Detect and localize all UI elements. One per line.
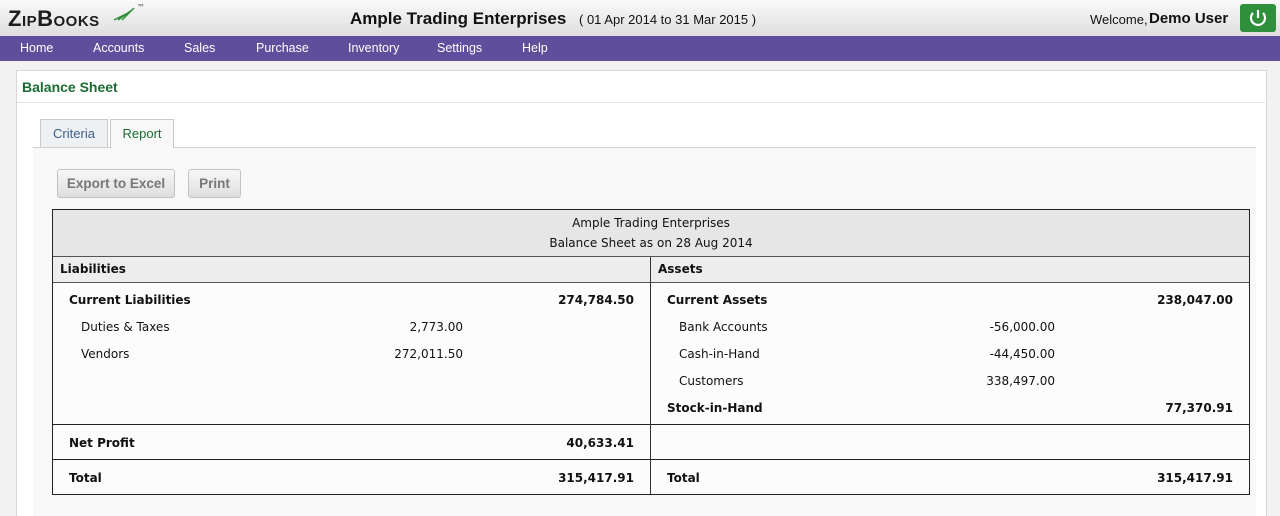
nav-item[interactable]: Sales: [184, 41, 216, 55]
item-name: Customers: [679, 374, 744, 388]
total-amount: 315,417.91: [1157, 471, 1233, 485]
page-title: Balance Sheet: [22, 79, 118, 95]
column-heading: Liabilities: [60, 262, 126, 276]
nav-item[interactable]: Accounts: [93, 41, 145, 55]
column-divider: [650, 257, 651, 494]
column-heading: Assets: [658, 262, 703, 276]
item-name: Duties & Taxes: [81, 320, 170, 334]
row-line: [53, 459, 1249, 460]
report-subtitle: Balance Sheet as on 28 Aug 2014: [549, 236, 753, 250]
item-amount: 272,011.50: [394, 347, 463, 361]
nav-item[interactable]: Settings: [437, 41, 483, 55]
nav-item[interactable]: Home: [20, 41, 54, 55]
trademark: ™: [137, 3, 145, 12]
total-label: Total: [667, 471, 700, 485]
row-line: [53, 424, 1249, 425]
tab[interactable]: Criteria: [40, 119, 108, 147]
tab-line: [33, 147, 1256, 148]
group-total: 77,370.91: [1165, 401, 1233, 415]
nav-bar: [0, 36, 1280, 61]
separator: [17, 102, 1265, 103]
button[interactable]: Print: [188, 169, 241, 198]
user-name[interactable]: Demo User: [1149, 10, 1229, 27]
item-amount: -56,000.00: [989, 320, 1055, 334]
financial-period: ( 01 Apr 2014 to 31 Mar 2015 ): [579, 12, 757, 27]
group-name: Current Assets: [667, 293, 768, 307]
tab-active[interactable]: Report: [110, 119, 174, 148]
nav-item[interactable]: Help: [522, 41, 548, 55]
report-header: [53, 210, 1249, 257]
company-name: Ample Trading Enterprises: [350, 9, 567, 28]
group-name: Current Liabilities: [69, 293, 191, 307]
item-name: Cash-in-Hand: [679, 347, 760, 361]
power-icon: [1249, 10, 1267, 26]
net-profit-amount: 40,633.41: [566, 436, 634, 450]
group-total: 274,784.50: [558, 293, 634, 307]
button[interactable]: Export to Excel: [57, 169, 175, 198]
item-amount: 2,773.00: [409, 320, 463, 334]
logo-arrow: [113, 7, 135, 21]
total-amount: 315,417.91: [558, 471, 634, 485]
report-company: Ample Trading Enterprises: [572, 216, 730, 230]
welcome-text: Welcome,: [1090, 12, 1148, 27]
group-name: Stock-in-Hand: [667, 401, 763, 415]
item-amount: -44,450.00: [989, 347, 1055, 361]
logo[interactable]: ZipBooks: [8, 6, 100, 31]
column-header: [53, 257, 1249, 283]
item-amount: 338,497.00: [986, 374, 1055, 388]
item-name: Bank Accounts: [679, 320, 768, 334]
group-total: 238,047.00: [1157, 293, 1233, 307]
nav-item[interactable]: Purchase: [256, 41, 309, 55]
total-label: Total: [69, 471, 102, 485]
net-profit-label: Net Profit: [69, 436, 135, 450]
logout-button[interactable]: [1240, 4, 1276, 32]
nav-item[interactable]: Inventory: [348, 41, 400, 55]
item-name: Vendors: [81, 347, 130, 361]
